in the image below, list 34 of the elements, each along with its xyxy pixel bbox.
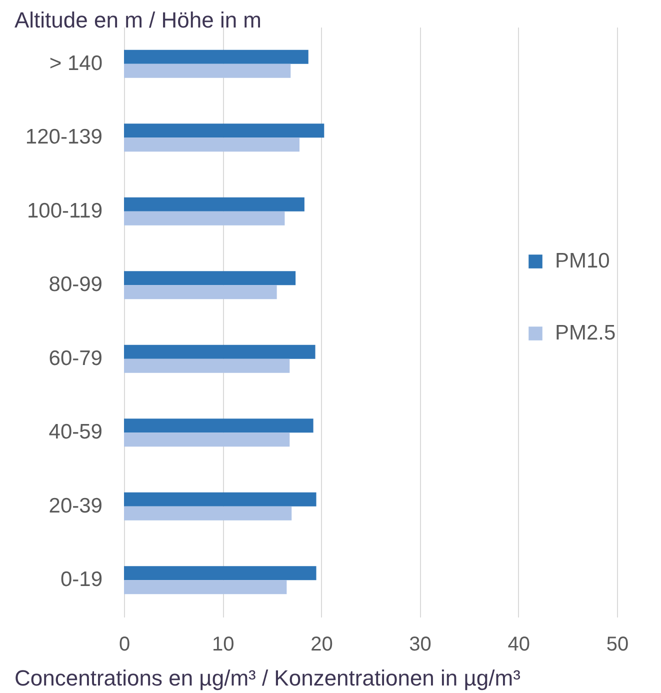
x-axis-title: Concentrations en µg/m³ / Konzentrationen in µg/m³ xyxy=(14,666,520,690)
x-tick-label: 40 xyxy=(508,634,530,656)
y-tick-label: 100-119 xyxy=(26,199,102,222)
legend-label: PM2.5 xyxy=(555,322,616,344)
bar xyxy=(124,418,314,433)
x-tick-label: 10 xyxy=(212,634,234,656)
bar xyxy=(124,124,324,138)
legend-label: PM10 xyxy=(555,250,610,272)
y-tick-label: 80-99 xyxy=(48,273,102,296)
bar xyxy=(124,580,287,594)
x-tick-label: 0 xyxy=(118,634,130,656)
bar xyxy=(124,197,304,212)
bar xyxy=(124,492,316,506)
y-axis-title: Altitude en m / Höhe in m xyxy=(14,8,262,32)
bar xyxy=(124,64,291,78)
x-tick-label: 20 xyxy=(310,634,333,656)
bar xyxy=(124,506,292,520)
y-tick-label: 20-39 xyxy=(48,494,102,518)
y-tick-label: > 140 xyxy=(49,52,102,75)
x-tick-label: 30 xyxy=(409,634,432,656)
bar xyxy=(124,566,316,580)
bar xyxy=(124,285,277,300)
bar xyxy=(124,211,285,226)
bar xyxy=(124,50,308,64)
bar xyxy=(124,138,300,152)
y-tick-label: 40-59 xyxy=(48,420,102,444)
bar xyxy=(124,432,290,447)
bar xyxy=(124,344,316,359)
bar xyxy=(124,271,296,286)
bar xyxy=(124,358,290,373)
y-tick-label: 120-139 xyxy=(25,126,102,149)
x-tick-label: 50 xyxy=(606,634,629,656)
y-tick-label: 0-19 xyxy=(60,568,102,592)
y-tick-label: 60-79 xyxy=(48,346,102,370)
